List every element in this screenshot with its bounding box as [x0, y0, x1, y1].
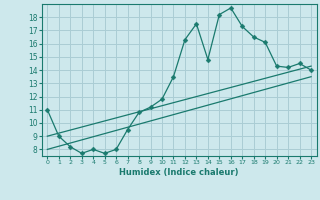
X-axis label: Humidex (Indice chaleur): Humidex (Indice chaleur)	[119, 168, 239, 177]
